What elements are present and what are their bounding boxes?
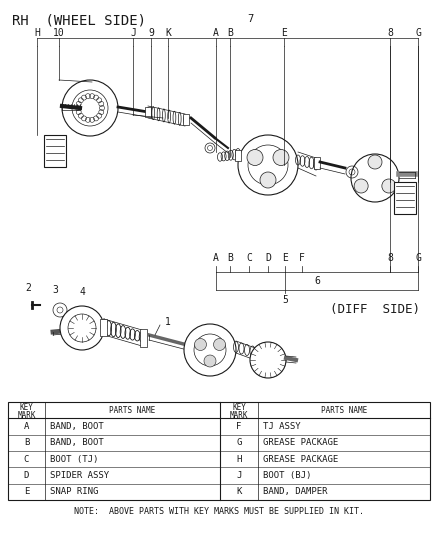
Text: B: B — [227, 253, 233, 263]
Text: J: J — [130, 28, 136, 38]
Text: E: E — [281, 28, 287, 38]
Text: 6: 6 — [314, 276, 320, 286]
Text: BAND, BOOT: BAND, BOOT — [50, 422, 104, 431]
Bar — [145, 107, 151, 117]
Circle shape — [260, 172, 276, 188]
Circle shape — [354, 179, 368, 193]
Text: K: K — [165, 28, 171, 38]
Text: C: C — [24, 455, 29, 464]
Text: SPIDER ASSY: SPIDER ASSY — [50, 471, 109, 480]
Text: D: D — [265, 253, 271, 263]
Text: TJ ASSY: TJ ASSY — [263, 422, 300, 431]
Text: KEY: KEY — [232, 402, 246, 411]
Text: RH  (WHEEL SIDE): RH (WHEEL SIDE) — [12, 14, 146, 28]
Text: 10: 10 — [53, 28, 65, 38]
Text: 9: 9 — [148, 28, 154, 38]
Text: BAND, DAMPER: BAND, DAMPER — [263, 487, 328, 496]
Bar — [44, 135, 66, 167]
Text: 5: 5 — [282, 295, 288, 305]
Bar — [314, 157, 320, 169]
Circle shape — [194, 338, 206, 351]
Circle shape — [247, 149, 263, 166]
Text: 8: 8 — [387, 253, 393, 263]
Text: F: F — [299, 253, 305, 263]
Circle shape — [204, 355, 216, 367]
Text: BOOT (TJ): BOOT (TJ) — [50, 455, 99, 464]
Circle shape — [250, 342, 286, 378]
Text: 7: 7 — [247, 14, 253, 24]
Text: GREASE PACKAGE: GREASE PACKAGE — [263, 455, 338, 464]
Text: PARTS NAME: PARTS NAME — [321, 406, 367, 415]
Text: K: K — [237, 487, 242, 496]
Text: MARK: MARK — [230, 410, 248, 419]
Circle shape — [273, 149, 289, 166]
Text: NOTE:  ABOVE PARTS WITH KEY MARKS MUST BE SUPPLIED IN KIT.: NOTE: ABOVE PARTS WITH KEY MARKS MUST BE… — [74, 507, 364, 516]
Text: KEY: KEY — [20, 402, 33, 411]
Circle shape — [214, 338, 226, 351]
Bar — [235, 150, 241, 161]
Text: BOOT (BJ): BOOT (BJ) — [263, 471, 311, 480]
Text: F: F — [237, 422, 242, 431]
Text: G: G — [415, 28, 421, 38]
Bar — [100, 319, 107, 336]
Bar — [394, 182, 416, 214]
Text: 2: 2 — [25, 283, 31, 293]
Text: H: H — [237, 455, 242, 464]
Text: E: E — [282, 253, 288, 263]
Text: GREASE PACKAGE: GREASE PACKAGE — [263, 438, 338, 447]
Circle shape — [382, 179, 396, 193]
Text: E: E — [24, 487, 29, 496]
Text: J: J — [237, 471, 242, 480]
Text: A: A — [24, 422, 29, 431]
Circle shape — [368, 155, 382, 169]
Text: H: H — [34, 28, 40, 38]
Text: G: G — [237, 438, 242, 447]
Text: 1: 1 — [165, 317, 171, 327]
Text: C: C — [246, 253, 252, 263]
Text: D: D — [24, 471, 29, 480]
Text: B: B — [227, 28, 233, 38]
Bar — [140, 329, 147, 347]
Text: 8: 8 — [387, 28, 393, 38]
Text: G: G — [415, 253, 421, 263]
Text: BAND, BOOT: BAND, BOOT — [50, 438, 104, 447]
Text: A: A — [213, 253, 219, 263]
Text: A: A — [213, 28, 219, 38]
Circle shape — [184, 324, 236, 376]
Text: SNAP RING: SNAP RING — [50, 487, 99, 496]
Text: MARK: MARK — [17, 410, 36, 419]
Text: B: B — [24, 438, 29, 447]
Text: (DIFF  SIDE): (DIFF SIDE) — [330, 303, 420, 317]
Text: 4: 4 — [80, 287, 86, 297]
Bar — [183, 114, 189, 125]
Bar — [8, 402, 430, 500]
Text: PARTS NAME: PARTS NAME — [110, 406, 155, 415]
Circle shape — [60, 306, 104, 350]
Text: 3: 3 — [52, 285, 58, 295]
